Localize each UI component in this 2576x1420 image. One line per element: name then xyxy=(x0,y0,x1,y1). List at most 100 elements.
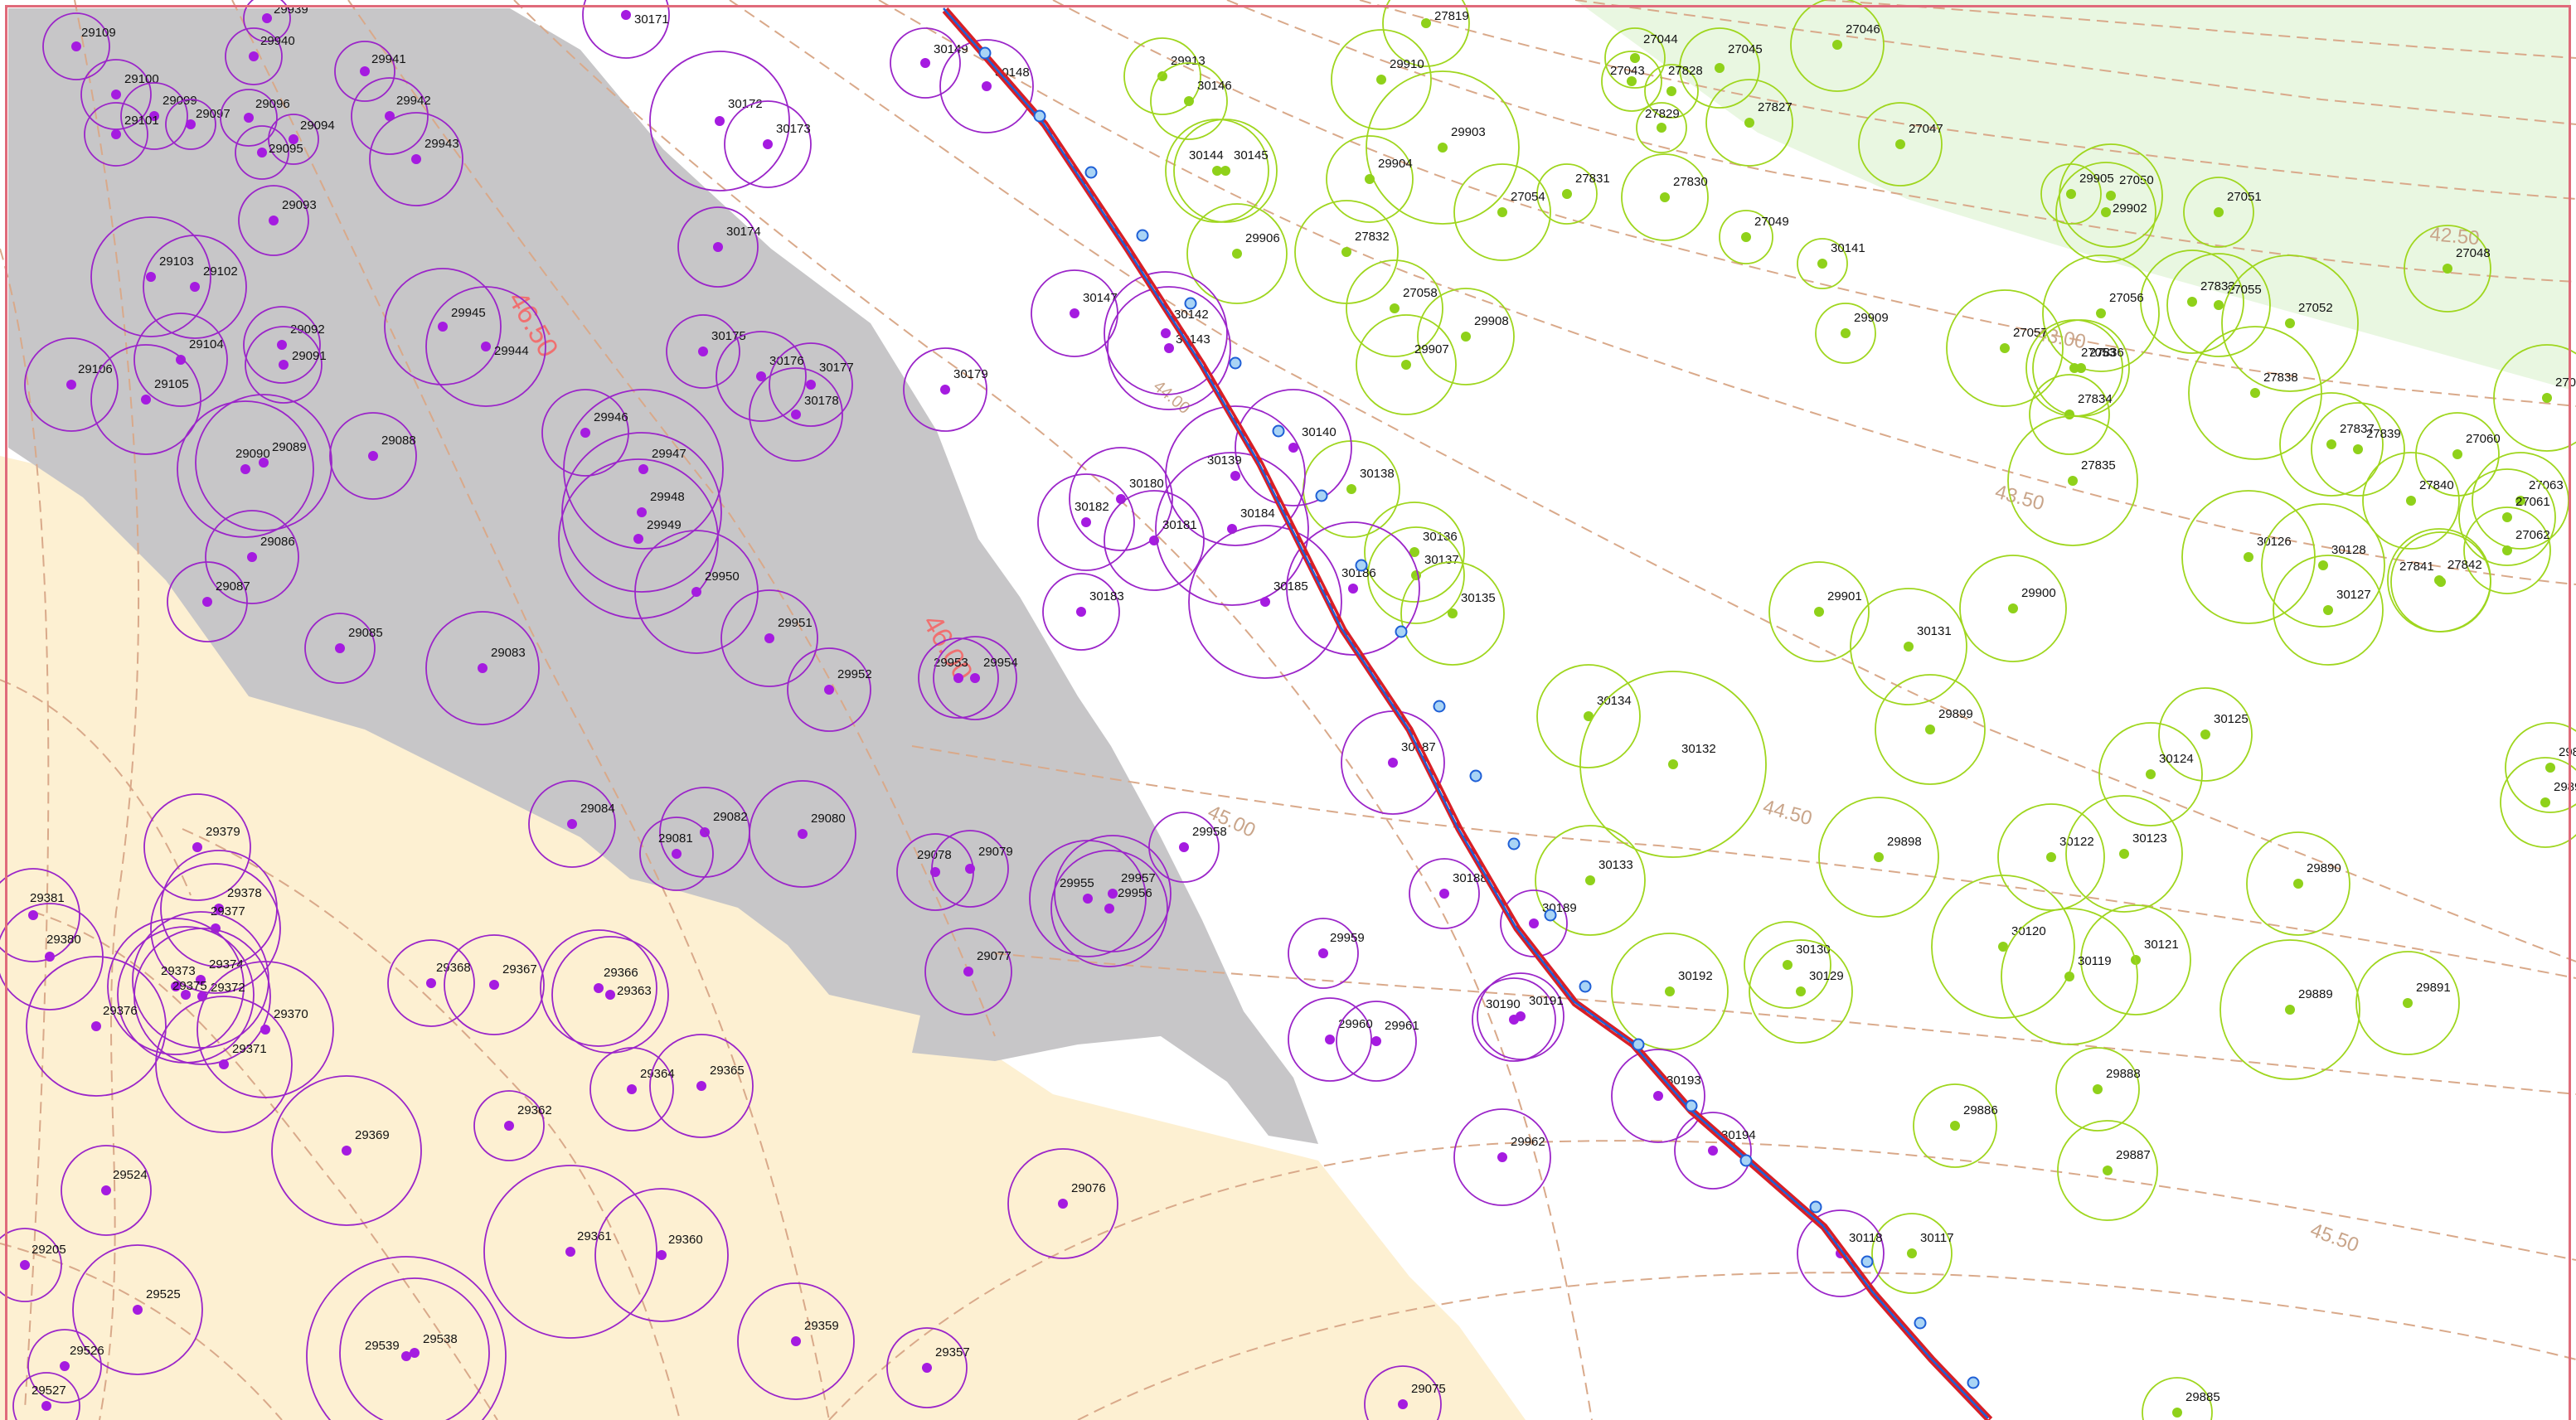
green-point-marker[interactable] xyxy=(1346,484,1356,494)
purple-point-marker[interactable] xyxy=(637,507,647,517)
green-point-30192[interactable]: 30192 xyxy=(1611,933,1729,1050)
green-point-30130[interactable]: 30130 xyxy=(1744,921,1831,1009)
purple-point-29103[interactable]: 29103 xyxy=(90,216,211,337)
green-point-marker[interactable] xyxy=(1232,249,1242,259)
purple-point-marker[interactable] xyxy=(1318,948,1328,958)
green-point-27819[interactable]: 27819 xyxy=(1382,0,1470,67)
purple-point-30188[interactable]: 30188 xyxy=(1409,858,1487,929)
purple-point-marker[interactable] xyxy=(1081,517,1091,527)
purple-point-29091[interactable]: 29091 xyxy=(245,326,327,404)
purple-point-30182[interactable]: 30182 xyxy=(1037,473,1135,571)
green-point-marker[interactable] xyxy=(1741,232,1751,242)
purple-point-marker[interactable] xyxy=(920,58,930,68)
green-point-27831[interactable]: 27831 xyxy=(1536,163,1610,225)
purple-point-marker[interactable] xyxy=(411,154,421,164)
purple-point-29076[interactable]: 29076 xyxy=(1007,1148,1118,1259)
road-line[interactable] xyxy=(942,7,1993,1420)
purple-point-marker[interactable] xyxy=(1161,328,1171,338)
purple-point-marker[interactable] xyxy=(1708,1146,1718,1156)
green-point-marker[interactable] xyxy=(2443,264,2452,274)
green-point-marker[interactable] xyxy=(2250,388,2260,398)
purple-point-30174[interactable]: 30174 xyxy=(677,206,761,288)
green-point-30117[interactable]: 30117 xyxy=(1871,1213,1954,1294)
green-point-marker[interactable] xyxy=(1585,875,1595,885)
purple-point-29940[interactable]: 29940 xyxy=(225,27,295,85)
purple-point-30184[interactable]: 30184 xyxy=(1155,452,1309,606)
purple-point-marker[interactable] xyxy=(426,978,436,988)
purple-point-marker[interactable] xyxy=(1325,1035,1335,1044)
purple-point-marker[interactable] xyxy=(922,1363,932,1373)
green-point-30136[interactable]: 30136 xyxy=(1364,502,1465,603)
purple-point-marker[interactable] xyxy=(20,1260,30,1270)
purple-point-30179[interactable]: 30179 xyxy=(903,347,988,432)
purple-point-marker[interactable] xyxy=(410,1348,420,1358)
purple-point-29959[interactable]: 29959 xyxy=(1288,918,1365,989)
purple-point-30183[interactable]: 30183 xyxy=(1042,573,1124,651)
purple-point-29086[interactable]: 29086 xyxy=(205,510,299,604)
green-point-27827[interactable]: 27827 xyxy=(1705,79,1793,167)
green-point-29888[interactable]: 29888 xyxy=(2055,1047,2141,1132)
purple-point-marker[interactable] xyxy=(567,819,577,829)
green-point-30131[interactable]: 30131 xyxy=(1850,588,1967,705)
purple-point-marker[interactable] xyxy=(249,51,259,61)
purple-point-29368[interactable]: 29368 xyxy=(387,939,475,1027)
purple-point-marker[interactable] xyxy=(279,360,289,370)
purple-point-marker[interactable] xyxy=(91,1021,101,1031)
green-point-marker[interactable] xyxy=(1341,247,1351,257)
green-point-marker[interactable] xyxy=(1448,608,1458,618)
purple-point-29087[interactable]: 29087 xyxy=(167,561,250,642)
green-point-27833[interactable]: 27833 xyxy=(2140,250,2244,354)
purple-point-29961[interactable]: 29961 xyxy=(1336,1001,1419,1082)
purple-point-marker[interactable] xyxy=(756,371,766,381)
purple-point-29361[interactable]: 29361 xyxy=(483,1165,657,1339)
green-point-marker[interactable] xyxy=(1212,166,1222,176)
purple-point-29366[interactable]: 29366 xyxy=(540,929,657,1047)
purple-point-marker[interactable] xyxy=(965,864,975,874)
green-point-29906[interactable]: 29906 xyxy=(1186,203,1288,304)
purple-point-30193[interactable]: 30193 xyxy=(1611,1049,1705,1143)
purple-point-29954[interactable]: 29954 xyxy=(933,636,1018,720)
green-point-marker[interactable] xyxy=(2285,1005,2295,1015)
purple-point-marker[interactable] xyxy=(1230,471,1240,481)
purple-point-30177[interactable]: 30177 xyxy=(769,342,854,427)
green-point-27835[interactable]: 27835 xyxy=(2007,415,2138,546)
green-point-27062[interactable]: 27062 xyxy=(2463,506,2551,594)
purple-point-marker[interactable] xyxy=(763,139,773,149)
green-point-marker[interactable] xyxy=(2093,1084,2103,1094)
purple-point-marker[interactable] xyxy=(196,975,206,985)
green-point-29908[interactable]: 29908 xyxy=(1417,288,1515,385)
purple-point-marker[interactable] xyxy=(368,451,378,461)
purple-point-29947[interactable]: 29947 xyxy=(563,389,724,550)
green-point-marker[interactable] xyxy=(2096,308,2106,318)
green-point-marker[interactable] xyxy=(1409,547,1419,557)
green-point-marker[interactable] xyxy=(2244,552,2253,562)
purple-point-29539[interactable]: 29539 xyxy=(306,1256,507,1420)
purple-point-29962[interactable]: 29962 xyxy=(1453,1108,1551,1206)
purple-point-marker[interactable] xyxy=(970,673,980,683)
green-point-marker[interactable] xyxy=(2502,545,2512,555)
purple-point-marker[interactable] xyxy=(633,534,643,544)
purple-point-29105[interactable]: 29105 xyxy=(90,344,201,455)
purple-point-29372[interactable]: 29372 xyxy=(133,928,271,1065)
green-point-marker[interactable] xyxy=(2502,512,2512,522)
green-point-marker[interactable] xyxy=(2008,603,2018,613)
green-point-marker[interactable] xyxy=(1904,642,1914,652)
green-point-marker[interactable] xyxy=(1783,960,1793,970)
purple-point-marker[interactable] xyxy=(385,111,395,121)
purple-point-marker[interactable] xyxy=(141,395,151,405)
purple-point-marker[interactable] xyxy=(605,990,615,1000)
purple-point-marker[interactable] xyxy=(1529,918,1539,928)
green-point-marker[interactable] xyxy=(2452,449,2462,459)
green-point-27830[interactable]: 27830 xyxy=(1621,153,1709,241)
purple-point-marker[interactable] xyxy=(41,1401,51,1411)
green-point-marker[interactable] xyxy=(2146,769,2156,779)
purple-point-marker[interactable] xyxy=(696,1081,706,1091)
green-point-marker[interactable] xyxy=(1841,328,1851,338)
purple-point-29359[interactable]: 29359 xyxy=(737,1282,855,1400)
green-point-marker[interactable] xyxy=(1796,986,1806,996)
green-point-29896[interactable]: 29896 xyxy=(2505,722,2576,813)
purple-point-29946[interactable]: 29946 xyxy=(541,389,629,477)
green-point-29889[interactable]: 29889 xyxy=(2219,939,2360,1080)
purple-point-marker[interactable] xyxy=(192,842,202,852)
green-point-marker[interactable] xyxy=(1657,123,1666,133)
